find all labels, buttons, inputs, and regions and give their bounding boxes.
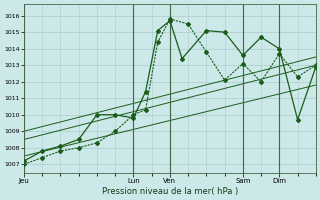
- X-axis label: Pression niveau de la mer( hPa ): Pression niveau de la mer( hPa ): [102, 187, 238, 196]
